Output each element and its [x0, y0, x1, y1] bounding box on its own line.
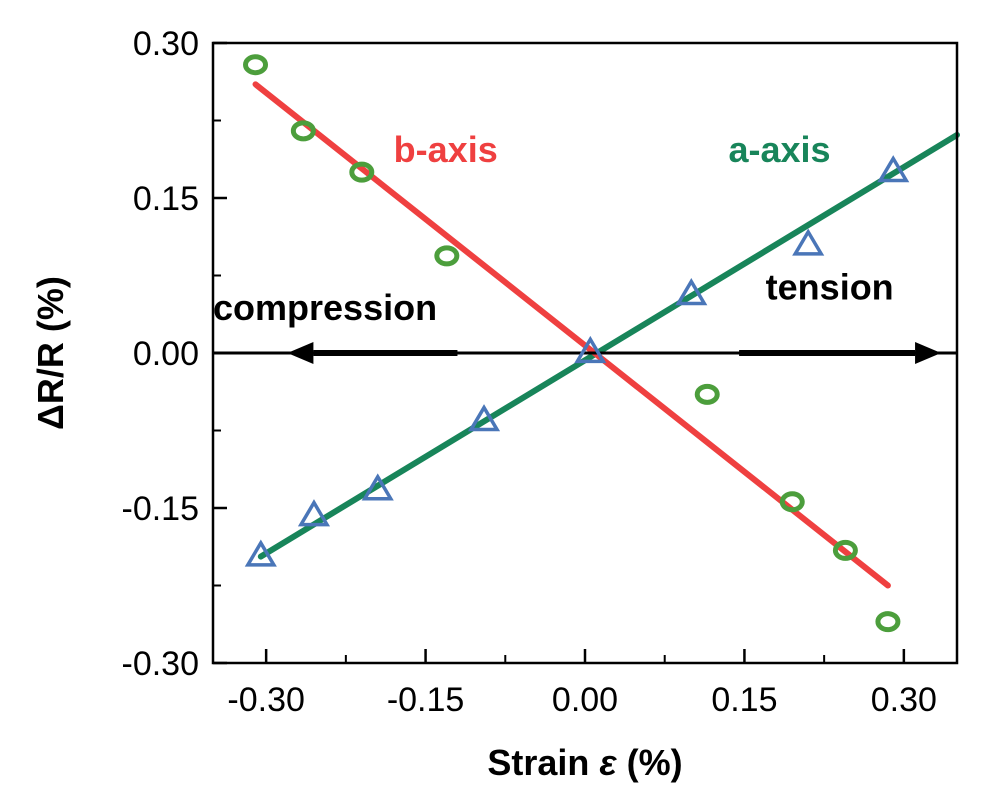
tension-arrow-head — [915, 342, 942, 364]
a-axis-point-6 — [792, 228, 825, 256]
x-tick-label-4: 0.30 — [871, 681, 937, 719]
b-axis-point-2 — [349, 161, 375, 183]
b-axis-point-3 — [434, 245, 460, 267]
x-tick-label-0: -0.30 — [227, 681, 305, 719]
markers — [243, 54, 910, 633]
b-axis-point-0 — [243, 54, 269, 76]
y-axis-title: ΔR/R (%) — [30, 276, 71, 430]
y-tick-label-3: 0.15 — [133, 180, 199, 218]
a-axis-fit-line — [257, 131, 960, 560]
annotation-tension: tension — [766, 266, 894, 307]
b-axis-point-7 — [875, 611, 901, 633]
x-axis-title-main: Strain — [487, 742, 599, 783]
x-axis-title-symbol: ε — [599, 742, 617, 783]
b-axis-point-1 — [290, 120, 316, 142]
b-axis-point-5 — [779, 491, 805, 513]
x-axis-title: Strain ε (%) — [487, 742, 682, 783]
a-axis-point-4 — [574, 335, 607, 364]
a-axis-point-2 — [361, 473, 394, 501]
b-axis-point-6 — [832, 539, 858, 561]
y-tick-label-2: 0.00 — [133, 335, 199, 373]
ticks: -0.30 -0.15 0.00 0.15 0.30 -0.30 -0.15 0.00 0.15… — [122, 25, 937, 719]
x-tick-label-1: -0.15 — [387, 681, 465, 719]
x-axis-title-unit: (%) — [617, 742, 683, 783]
annotations: b-axis a-axis compression tension — [213, 129, 894, 328]
b-axis-point-4 — [694, 383, 720, 405]
a-axis-point-3 — [467, 404, 501, 432]
x-tick-label-2: 0.00 — [552, 681, 618, 719]
a-axis-point-0 — [244, 539, 277, 567]
y-tick-label-4: 0.30 — [133, 25, 199, 63]
y-tick-label-1: -0.15 — [122, 490, 200, 528]
a-axis-point-7 — [877, 155, 910, 183]
y-tick-label-0: -0.30 — [122, 645, 200, 683]
a-axis-point-1 — [297, 499, 331, 527]
zero-line-layer — [213, 342, 957, 364]
annotation-a-axis: a-axis — [728, 129, 830, 170]
compression-arrow-head — [287, 342, 314, 364]
annotation-compression: compression — [213, 287, 437, 328]
annotation-b-axis: b-axis — [394, 129, 498, 170]
x-tick-label-3: 0.15 — [711, 681, 777, 719]
fit-lines — [252, 81, 960, 589]
a-axis-point-5 — [675, 278, 708, 306]
